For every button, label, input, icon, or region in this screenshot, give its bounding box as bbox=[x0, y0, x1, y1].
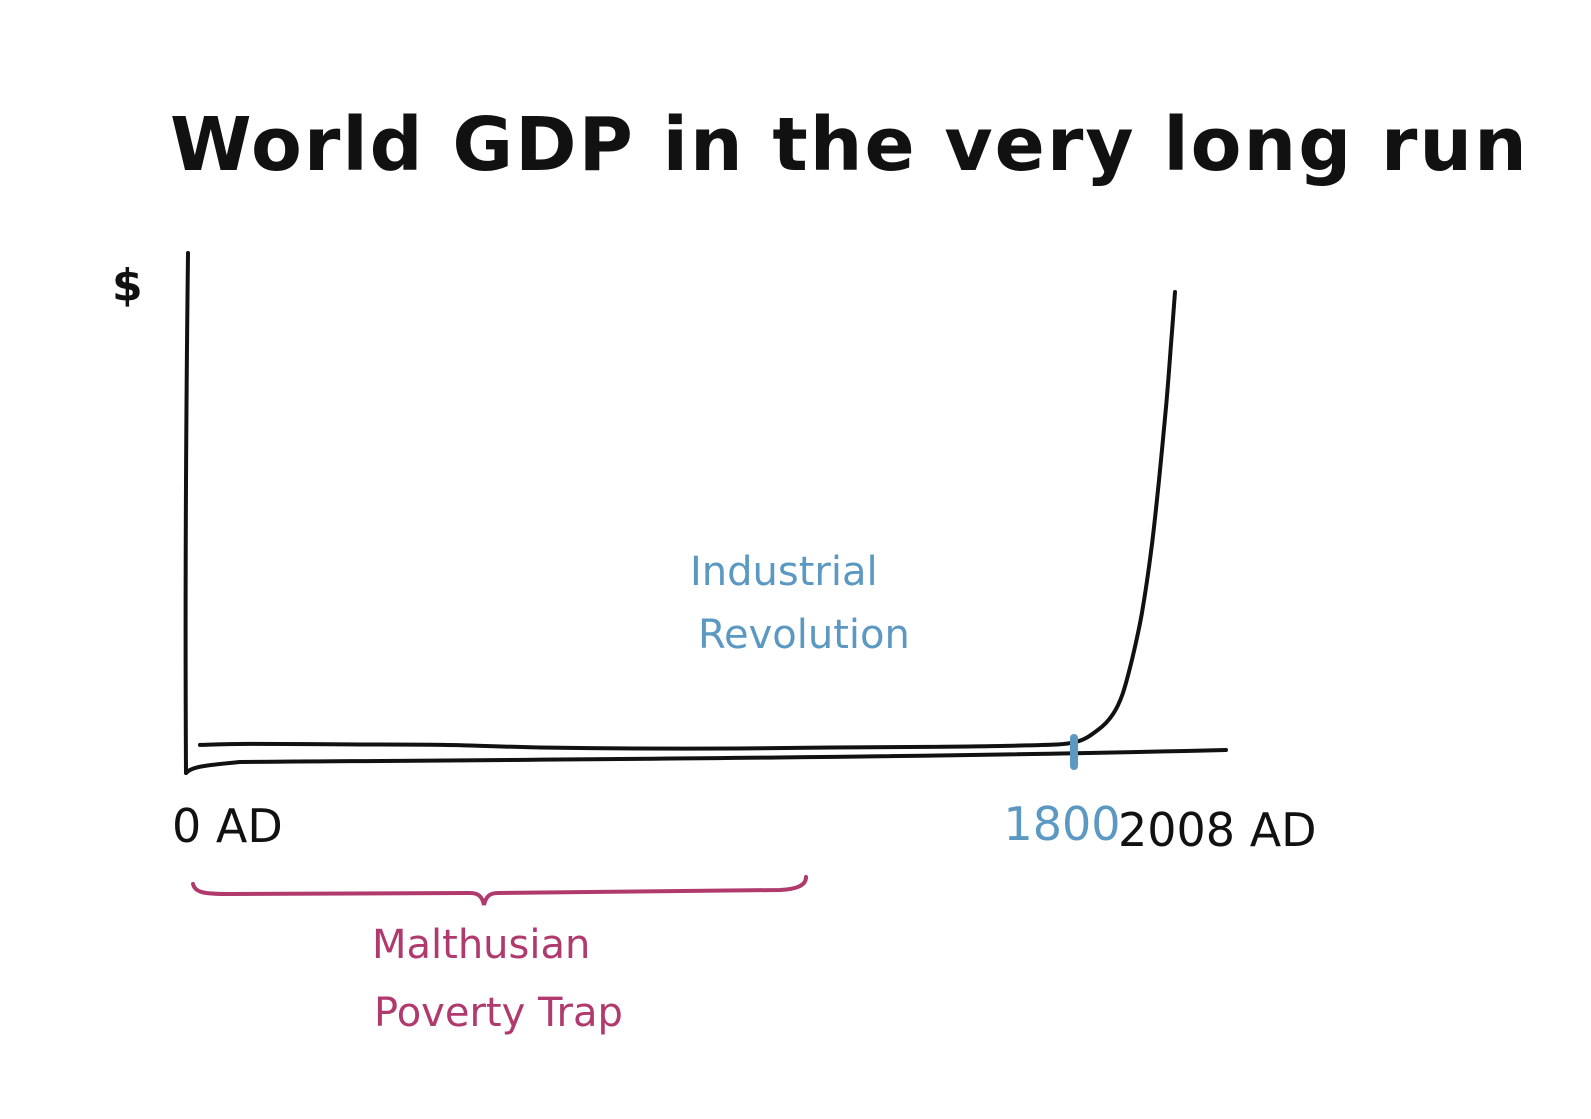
x-tick-label-1800: 1800 bbox=[1003, 797, 1120, 851]
data-point-1100 bbox=[732, 747, 736, 751]
data-point-2000 bbox=[1169, 341, 1173, 345]
data-point-1975 bbox=[1157, 478, 1161, 482]
annotation-poverty-trap: Poverty Trap bbox=[374, 990, 623, 1036]
data-point-1990 bbox=[1164, 402, 1168, 406]
y-axis-label: $ bbox=[112, 260, 143, 311]
data-point-1300 bbox=[829, 746, 833, 750]
data-point-2008 bbox=[1173, 290, 1177, 294]
data-point-1500 bbox=[926, 745, 930, 749]
y-axis-line bbox=[183, 251, 190, 775]
data-point-300 bbox=[344, 742, 348, 746]
x-tick-label-0: 0 AD bbox=[172, 799, 283, 853]
annotation-malthusian: Malthusian bbox=[372, 922, 590, 968]
data-points-layer bbox=[198, 290, 1177, 751]
data-point-1700 bbox=[1023, 743, 1027, 747]
malthusian-brace bbox=[191, 875, 808, 906]
data-point-1960 bbox=[1150, 544, 1154, 548]
x-axis-line bbox=[184, 748, 1228, 775]
data-point-1900 bbox=[1121, 692, 1125, 696]
data-point-900 bbox=[635, 747, 639, 751]
data-point-700 bbox=[538, 746, 542, 750]
data-point-1940 bbox=[1140, 611, 1144, 615]
data-point-1850 bbox=[1096, 728, 1100, 732]
x-tick-label-2008: 2008 AD bbox=[1118, 803, 1317, 857]
data-point-100 bbox=[247, 742, 251, 746]
annotation-revolution: Revolution bbox=[698, 612, 910, 658]
chart-title: World GDP in the very long run bbox=[170, 102, 1529, 188]
gdp-series-line bbox=[198, 290, 1177, 751]
data-point-500 bbox=[441, 743, 445, 747]
data-point-1880 bbox=[1111, 712, 1115, 716]
annotation-industrial: Industrial bbox=[690, 549, 878, 595]
data-point-0 bbox=[198, 743, 202, 747]
data-point-1920 bbox=[1130, 656, 1134, 660]
